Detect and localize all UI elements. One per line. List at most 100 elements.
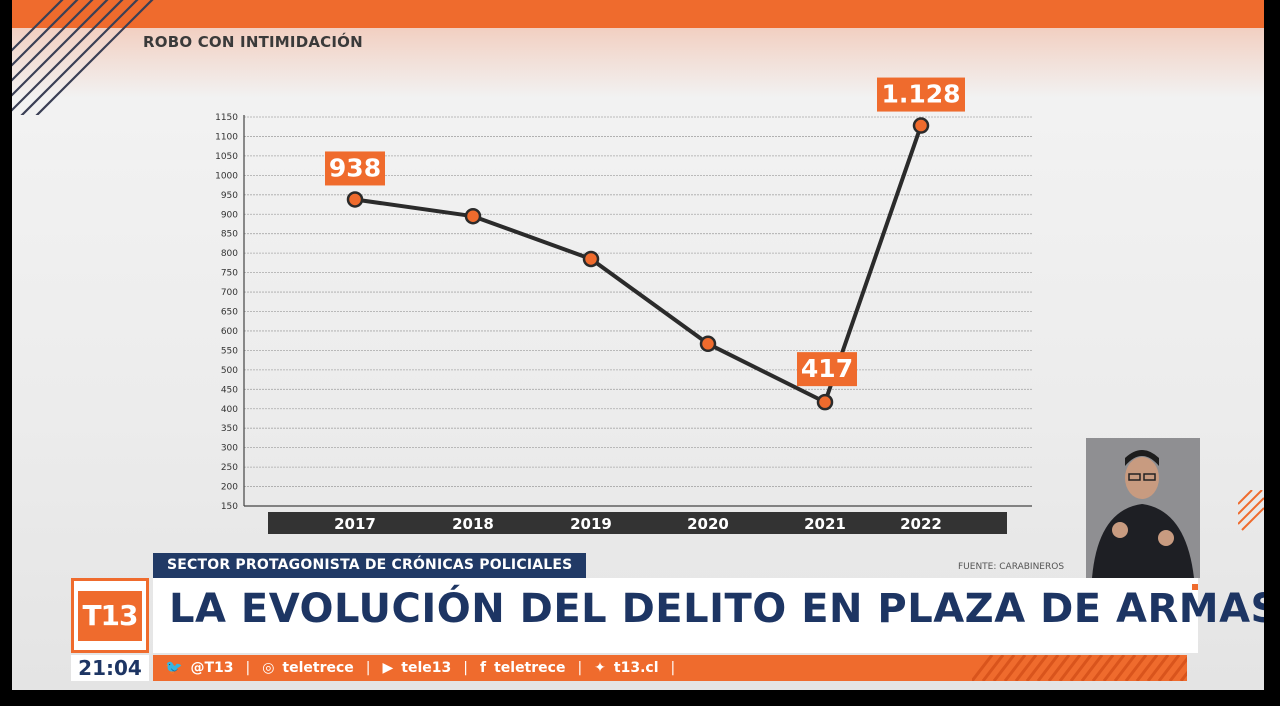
separator: |	[463, 660, 468, 676]
decorative-stripe	[1124, 655, 1148, 681]
data-point	[582, 250, 600, 268]
y-tick-label: 600	[221, 327, 238, 337]
top-glow	[12, 28, 1264, 98]
t13-logo: T13	[71, 578, 149, 653]
social-handle: @T13	[190, 660, 234, 676]
decorative-stripe	[992, 655, 1016, 681]
decorative-stripe	[1102, 655, 1126, 681]
y-tick-label: 450	[221, 385, 238, 395]
data-label: 1.128	[877, 77, 965, 112]
headline-text: LA EVOLUCIÓN DEL DELITO EN PLAZA DE ARMA…	[169, 586, 1264, 632]
data-label: 938	[325, 151, 385, 186]
decorative-stripe	[1135, 655, 1159, 681]
sign-language-interpreter	[1086, 438, 1200, 578]
y-tick-label: 300	[221, 444, 238, 454]
decorative-stripe	[981, 655, 1005, 681]
decorative-stripe	[1014, 655, 1038, 681]
social-item: ✦ t13.cl	[594, 660, 658, 676]
decorative-stripe	[1157, 655, 1181, 681]
x-tick-label: 2021	[804, 515, 846, 533]
youtube-icon: ▶	[382, 660, 394, 676]
social-handle: teletrece	[494, 660, 566, 676]
x-tick-label: 2017	[334, 515, 376, 533]
broadcast-frame: ROBO CON INTIMIDACIÓN 150 200 250 300 350 400…	[12, 0, 1264, 690]
chart-section-title: ROBO CON INTIMIDACIÓN	[143, 33, 363, 51]
decorative-stripe	[1146, 655, 1170, 681]
decorative-stripe	[1058, 655, 1082, 681]
y-tick-label: 800	[221, 249, 238, 259]
y-axis-ticks: 150 200 250 300 350 400 450 500 550 600 650 700 750 8…	[215, 113, 238, 512]
y-tick-label: 650	[221, 308, 238, 318]
decorative-stripe	[1003, 655, 1027, 681]
x-tick-label: 2020	[687, 515, 729, 533]
series-markers	[346, 117, 930, 411]
y-tick-label: 400	[221, 405, 238, 415]
data-label-box	[325, 151, 385, 186]
social-item: 🐦 @T13	[165, 660, 233, 676]
twitter-icon: 🐦	[165, 660, 183, 676]
data-point	[346, 191, 364, 208]
data-label-text: 1.128	[881, 80, 960, 109]
x-tick-label: 2018	[452, 515, 494, 533]
y-tick-label: 1150	[215, 113, 238, 123]
decorative-stripe	[1080, 655, 1104, 681]
data-labels: 938 417 1.128	[325, 77, 965, 387]
x-axis-ticks: 2017 2018 2019 2020 2021 2022	[334, 515, 942, 533]
facebook-icon: f	[479, 660, 487, 676]
y-tick-label: 1050	[215, 152, 238, 162]
y-tick-label: 250	[221, 463, 238, 473]
decorative-stripe	[1179, 670, 1187, 681]
data-label-box	[797, 352, 857, 387]
social-handle: teletrece	[282, 660, 354, 676]
y-tick-label: 550	[221, 346, 238, 356]
y-tick-label: 900	[221, 210, 238, 220]
x-tick-label: 2022	[900, 515, 942, 533]
decorative-stripe	[1025, 655, 1049, 681]
decorative-stripe	[1168, 656, 1187, 681]
y-tick-label: 750	[221, 269, 238, 279]
instagram-icon: ◎	[262, 660, 275, 676]
decorative-stripe	[1036, 655, 1060, 681]
separator: |	[577, 660, 583, 676]
y-tick-label: 1100	[215, 132, 238, 142]
y-tick-label: 200	[221, 483, 238, 493]
x-tick-label: 2019	[570, 515, 612, 533]
clock: 21:04	[71, 655, 149, 681]
y-tick-label: 150	[221, 502, 238, 512]
data-point	[912, 117, 930, 134]
decorative-stripes	[12, 0, 154, 115]
decorative-stripe	[972, 655, 994, 681]
y-tick-label: 500	[221, 366, 238, 376]
y-tick-label: 1000	[215, 171, 238, 181]
y-tick-label: 950	[221, 191, 238, 201]
separator: |	[245, 660, 251, 676]
data-point	[699, 335, 717, 353]
subtitle-tag: SECTOR PROTAGONISTA DE CRÓNICAS POLICIAL…	[153, 553, 587, 578]
headline-bar: LA EVOLUCIÓN DEL DELITO EN PLAZA DE ARMA…	[153, 578, 1264, 653]
decorative-stripe	[1091, 655, 1115, 681]
y-tick-label: 700	[221, 288, 238, 298]
t13-logo-text: T13	[78, 590, 142, 641]
data-point	[464, 207, 482, 225]
top-orange-bar	[12, 0, 1264, 28]
data-point	[816, 393, 834, 411]
y-tick-label: 850	[221, 230, 238, 240]
social-item: ▶ tele13	[383, 660, 452, 676]
decorative-stripe	[1069, 655, 1093, 681]
x-axis-band	[268, 512, 1007, 534]
web-icon: ✦	[594, 660, 606, 676]
headline-accent	[1192, 584, 1198, 590]
side-stripes	[1238, 490, 1264, 531]
source-note: FUENTE: CARABINEROS	[958, 562, 1065, 572]
data-label: 417	[797, 352, 857, 387]
social-handle: tele13	[401, 660, 452, 676]
y-tick-label: 350	[221, 424, 238, 434]
data-label-text: 417	[801, 354, 853, 383]
separator: |	[670, 660, 676, 676]
separator: |	[365, 660, 371, 676]
social-item: ◎ teletrece	[262, 660, 354, 676]
social-handle: t13.cl	[613, 660, 659, 676]
line-chart: 150 200 250 300 350 400 450 500 550 600 650 700 750 8…	[215, 77, 1032, 534]
social-bar-stripes	[972, 655, 1187, 681]
data-label-text: 938	[329, 153, 381, 182]
